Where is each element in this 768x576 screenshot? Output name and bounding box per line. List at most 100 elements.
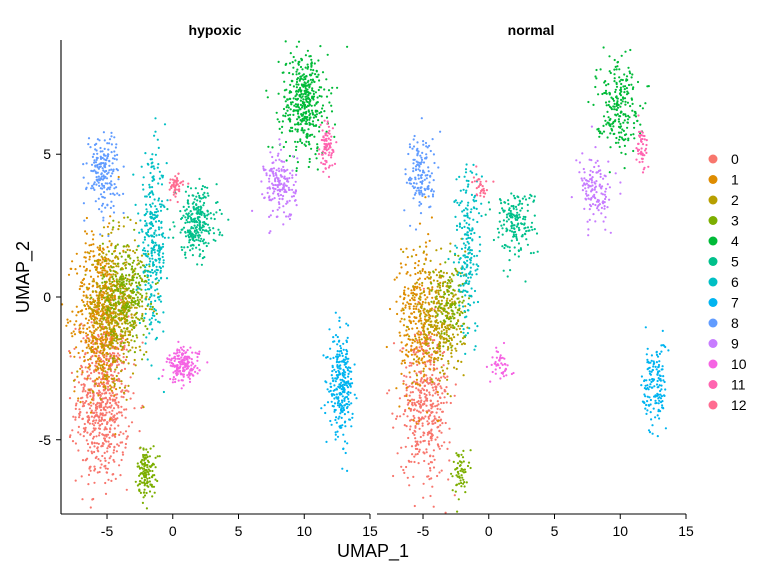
point-cluster-4 xyxy=(325,78,328,81)
point-cluster-6 xyxy=(142,188,145,191)
point-cluster-1 xyxy=(412,362,415,365)
point-cluster-0 xyxy=(120,382,123,385)
point-cluster-1 xyxy=(72,330,75,333)
point-cluster-0 xyxy=(138,430,141,433)
point-cluster-2 xyxy=(114,321,117,324)
point-cluster-12 xyxy=(171,178,174,181)
point-cluster-0 xyxy=(100,419,103,422)
point-cluster-1 xyxy=(415,422,418,425)
point-cluster-0 xyxy=(414,425,417,428)
point-cluster-5 xyxy=(195,232,198,235)
point-cluster-2 xyxy=(92,309,95,312)
point-cluster-0 xyxy=(430,383,433,386)
point-cluster-7 xyxy=(353,393,356,396)
point-cluster-8 xyxy=(87,143,90,146)
point-cluster-1 xyxy=(418,277,421,280)
point-cluster-1 xyxy=(91,345,94,349)
point-cluster-0 xyxy=(71,429,74,432)
point-cluster-1 xyxy=(82,331,85,334)
point-cluster-2 xyxy=(451,272,454,275)
point-cluster-5 xyxy=(189,187,193,190)
point-cluster-3 xyxy=(103,275,106,278)
point-cluster-3 xyxy=(110,330,113,333)
point-cluster-1 xyxy=(89,315,92,318)
point-cluster-0 xyxy=(420,378,423,381)
point-cluster-6 xyxy=(149,171,152,175)
point-cluster-4 xyxy=(296,104,299,107)
point-cluster-5 xyxy=(186,213,189,216)
point-cluster-0 xyxy=(111,391,114,394)
point-cluster-2 xyxy=(100,320,103,323)
point-cluster-1 xyxy=(415,346,418,349)
point-cluster-5 xyxy=(207,194,210,197)
point-cluster-0 xyxy=(74,404,78,407)
point-cluster-7 xyxy=(341,388,345,391)
point-cluster-0 xyxy=(93,445,96,448)
point-cluster-2 xyxy=(435,351,438,354)
point-cluster-4 xyxy=(282,145,285,149)
y-tick-label: 5 xyxy=(43,146,51,162)
point-cluster-3 xyxy=(111,275,114,278)
point-cluster-5 xyxy=(190,213,193,216)
point-cluster-4 xyxy=(309,74,312,77)
point-cluster-0 xyxy=(410,418,413,421)
point-cluster-2 xyxy=(139,349,142,352)
point-cluster-10 xyxy=(187,365,190,368)
point-cluster-10 xyxy=(172,376,175,379)
point-cluster-2 xyxy=(110,288,113,291)
point-cluster-6 xyxy=(151,268,154,272)
point-cluster-2 xyxy=(426,352,429,355)
point-cluster-0 xyxy=(98,382,101,386)
point-cluster-1 xyxy=(85,232,88,235)
point-cluster-4 xyxy=(289,83,292,86)
point-cluster-2 xyxy=(115,340,118,343)
point-cluster-2 xyxy=(433,350,436,353)
point-cluster-0 xyxy=(106,421,109,424)
point-cluster-2 xyxy=(93,259,96,262)
point-cluster-0 xyxy=(103,434,106,437)
point-cluster-1 xyxy=(396,312,399,316)
point-cluster-3 xyxy=(142,453,145,457)
point-cluster-0 xyxy=(97,427,101,430)
point-cluster-4 xyxy=(330,92,333,95)
point-cluster-7 xyxy=(345,357,348,360)
point-cluster-1 xyxy=(104,385,107,388)
point-cluster-0 xyxy=(93,481,96,484)
point-cluster-1 xyxy=(103,291,106,294)
point-cluster-6 xyxy=(144,224,147,227)
point-cluster-1 xyxy=(114,433,117,436)
point-cluster-7 xyxy=(336,358,339,361)
point-cluster-4 xyxy=(315,75,318,78)
point-cluster-2 xyxy=(134,346,137,349)
point-cluster-1 xyxy=(88,340,91,343)
point-cluster-0 xyxy=(95,407,99,410)
point-cluster-4 xyxy=(289,52,292,55)
point-cluster-0 xyxy=(413,401,416,404)
point-cluster-2 xyxy=(94,382,97,385)
point-cluster-5 xyxy=(205,244,208,248)
point-cluster-0 xyxy=(92,427,95,430)
point-cluster-0 xyxy=(81,400,84,403)
point-cluster-0 xyxy=(436,378,439,382)
point-cluster-3 xyxy=(112,277,115,281)
point-cluster-1 xyxy=(423,294,426,297)
point-cluster-0 xyxy=(106,450,109,453)
point-cluster-8 xyxy=(107,148,110,151)
point-cluster-6 xyxy=(157,163,160,166)
point-cluster-11 xyxy=(320,161,323,164)
point-cluster-2 xyxy=(104,308,108,311)
point-cluster-4 xyxy=(317,119,320,122)
point-cluster-0 xyxy=(101,454,104,458)
point-cluster-6 xyxy=(158,228,161,231)
point-cluster-4 xyxy=(318,125,321,129)
point-cluster-3 xyxy=(143,494,147,497)
point-cluster-9 xyxy=(292,183,295,187)
point-cluster-2 xyxy=(451,301,454,304)
point-cluster-3 xyxy=(124,267,127,270)
point-cluster-6 xyxy=(161,174,165,177)
y-tick-label: -5 xyxy=(39,432,52,448)
point-cluster-3 xyxy=(111,357,114,360)
point-cluster-0 xyxy=(104,467,107,470)
point-cluster-1 xyxy=(429,314,432,318)
point-cluster-1 xyxy=(103,331,106,334)
